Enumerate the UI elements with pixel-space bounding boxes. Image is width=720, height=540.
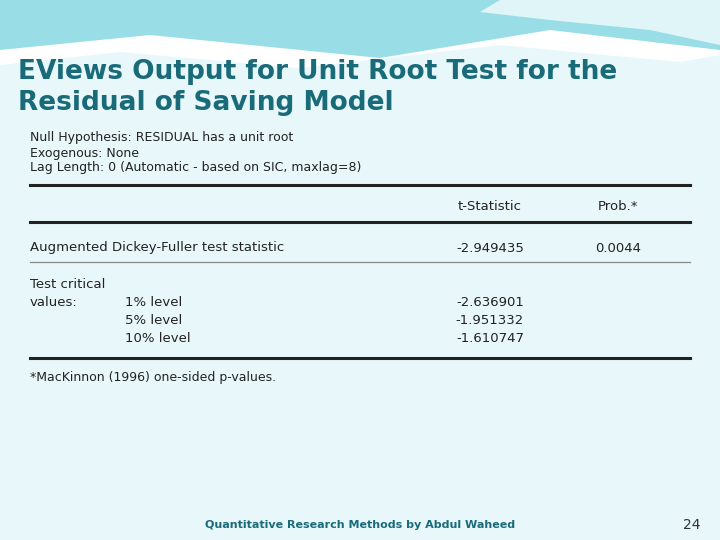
Text: -2.949435: -2.949435 — [456, 241, 524, 254]
Text: values:: values: — [30, 295, 78, 308]
Polygon shape — [0, 30, 720, 540]
Text: -1.610747: -1.610747 — [456, 332, 524, 345]
Text: Residual of Saving Model: Residual of Saving Model — [18, 90, 394, 116]
Text: Augmented Dickey-Fuller test statistic: Augmented Dickey-Fuller test statistic — [30, 241, 284, 254]
Text: Null Hypothesis: RESIDUAL has a unit root: Null Hypothesis: RESIDUAL has a unit roo… — [30, 132, 293, 145]
Text: Exogenous: None: Exogenous: None — [30, 146, 139, 159]
Text: 0.0044: 0.0044 — [595, 241, 641, 254]
Text: 5% level: 5% level — [125, 314, 182, 327]
Text: Lag Length: 0 (Automatic - based on SIC, maxlag=8): Lag Length: 0 (Automatic - based on SIC,… — [30, 161, 361, 174]
Text: *MacKinnon (1996) one-sided p-values.: *MacKinnon (1996) one-sided p-values. — [30, 372, 276, 384]
Text: t-Statistic: t-Statistic — [458, 200, 522, 213]
Text: Test critical: Test critical — [30, 279, 105, 292]
Text: -1.951332: -1.951332 — [456, 314, 524, 327]
Text: 1% level: 1% level — [125, 295, 182, 308]
Polygon shape — [480, 0, 720, 45]
Polygon shape — [0, 0, 720, 75]
Bar — [0, 0, 720, 125]
Polygon shape — [0, 45, 720, 540]
Text: EViews Output for Unit Root Test for the: EViews Output for Unit Root Test for the — [18, 59, 617, 85]
Text: -2.636901: -2.636901 — [456, 295, 524, 308]
Text: 24: 24 — [683, 518, 700, 532]
Text: Prob.*: Prob.* — [598, 200, 638, 213]
Text: Quantitative Research Methods by Abdul Waheed: Quantitative Research Methods by Abdul W… — [205, 520, 515, 530]
Text: 10% level: 10% level — [125, 332, 191, 345]
